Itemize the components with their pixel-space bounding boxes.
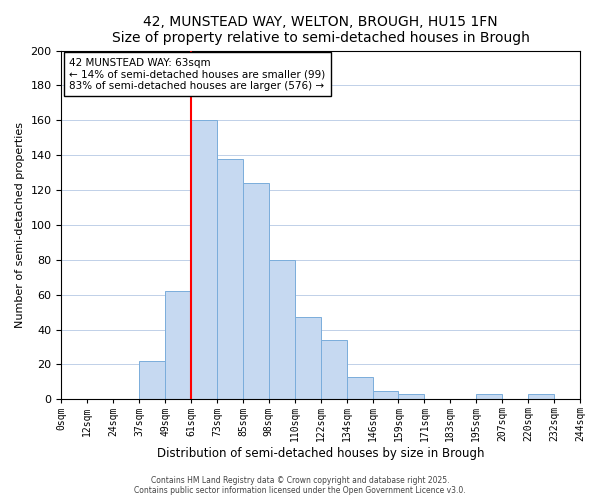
Bar (476, 394, 502, 399)
Bar (398, 394, 424, 399)
Bar (347, 376, 373, 399)
Title: 42, MUNSTEAD WAY, WELTON, BROUGH, HU15 1FN
Size of property relative to semi-det: 42, MUNSTEAD WAY, WELTON, BROUGH, HU15 1… (112, 15, 530, 45)
Bar (321, 340, 347, 399)
Bar (139, 361, 165, 399)
Text: Contains HM Land Registry data © Crown copyright and database right 2025.
Contai: Contains HM Land Registry data © Crown c… (134, 476, 466, 495)
Bar (373, 390, 398, 399)
Bar (217, 158, 243, 399)
Y-axis label: Number of semi-detached properties: Number of semi-detached properties (15, 122, 25, 328)
X-axis label: Distribution of semi-detached houses by size in Brough: Distribution of semi-detached houses by … (157, 447, 484, 460)
Bar (165, 291, 191, 399)
Bar (295, 318, 321, 399)
Text: 42 MUNSTEAD WAY: 63sqm
← 14% of semi-detached houses are smaller (99)
83% of sem: 42 MUNSTEAD WAY: 63sqm ← 14% of semi-det… (69, 58, 325, 90)
Bar (191, 120, 217, 399)
Bar (528, 394, 554, 399)
Bar (243, 183, 269, 399)
Bar (269, 260, 295, 399)
